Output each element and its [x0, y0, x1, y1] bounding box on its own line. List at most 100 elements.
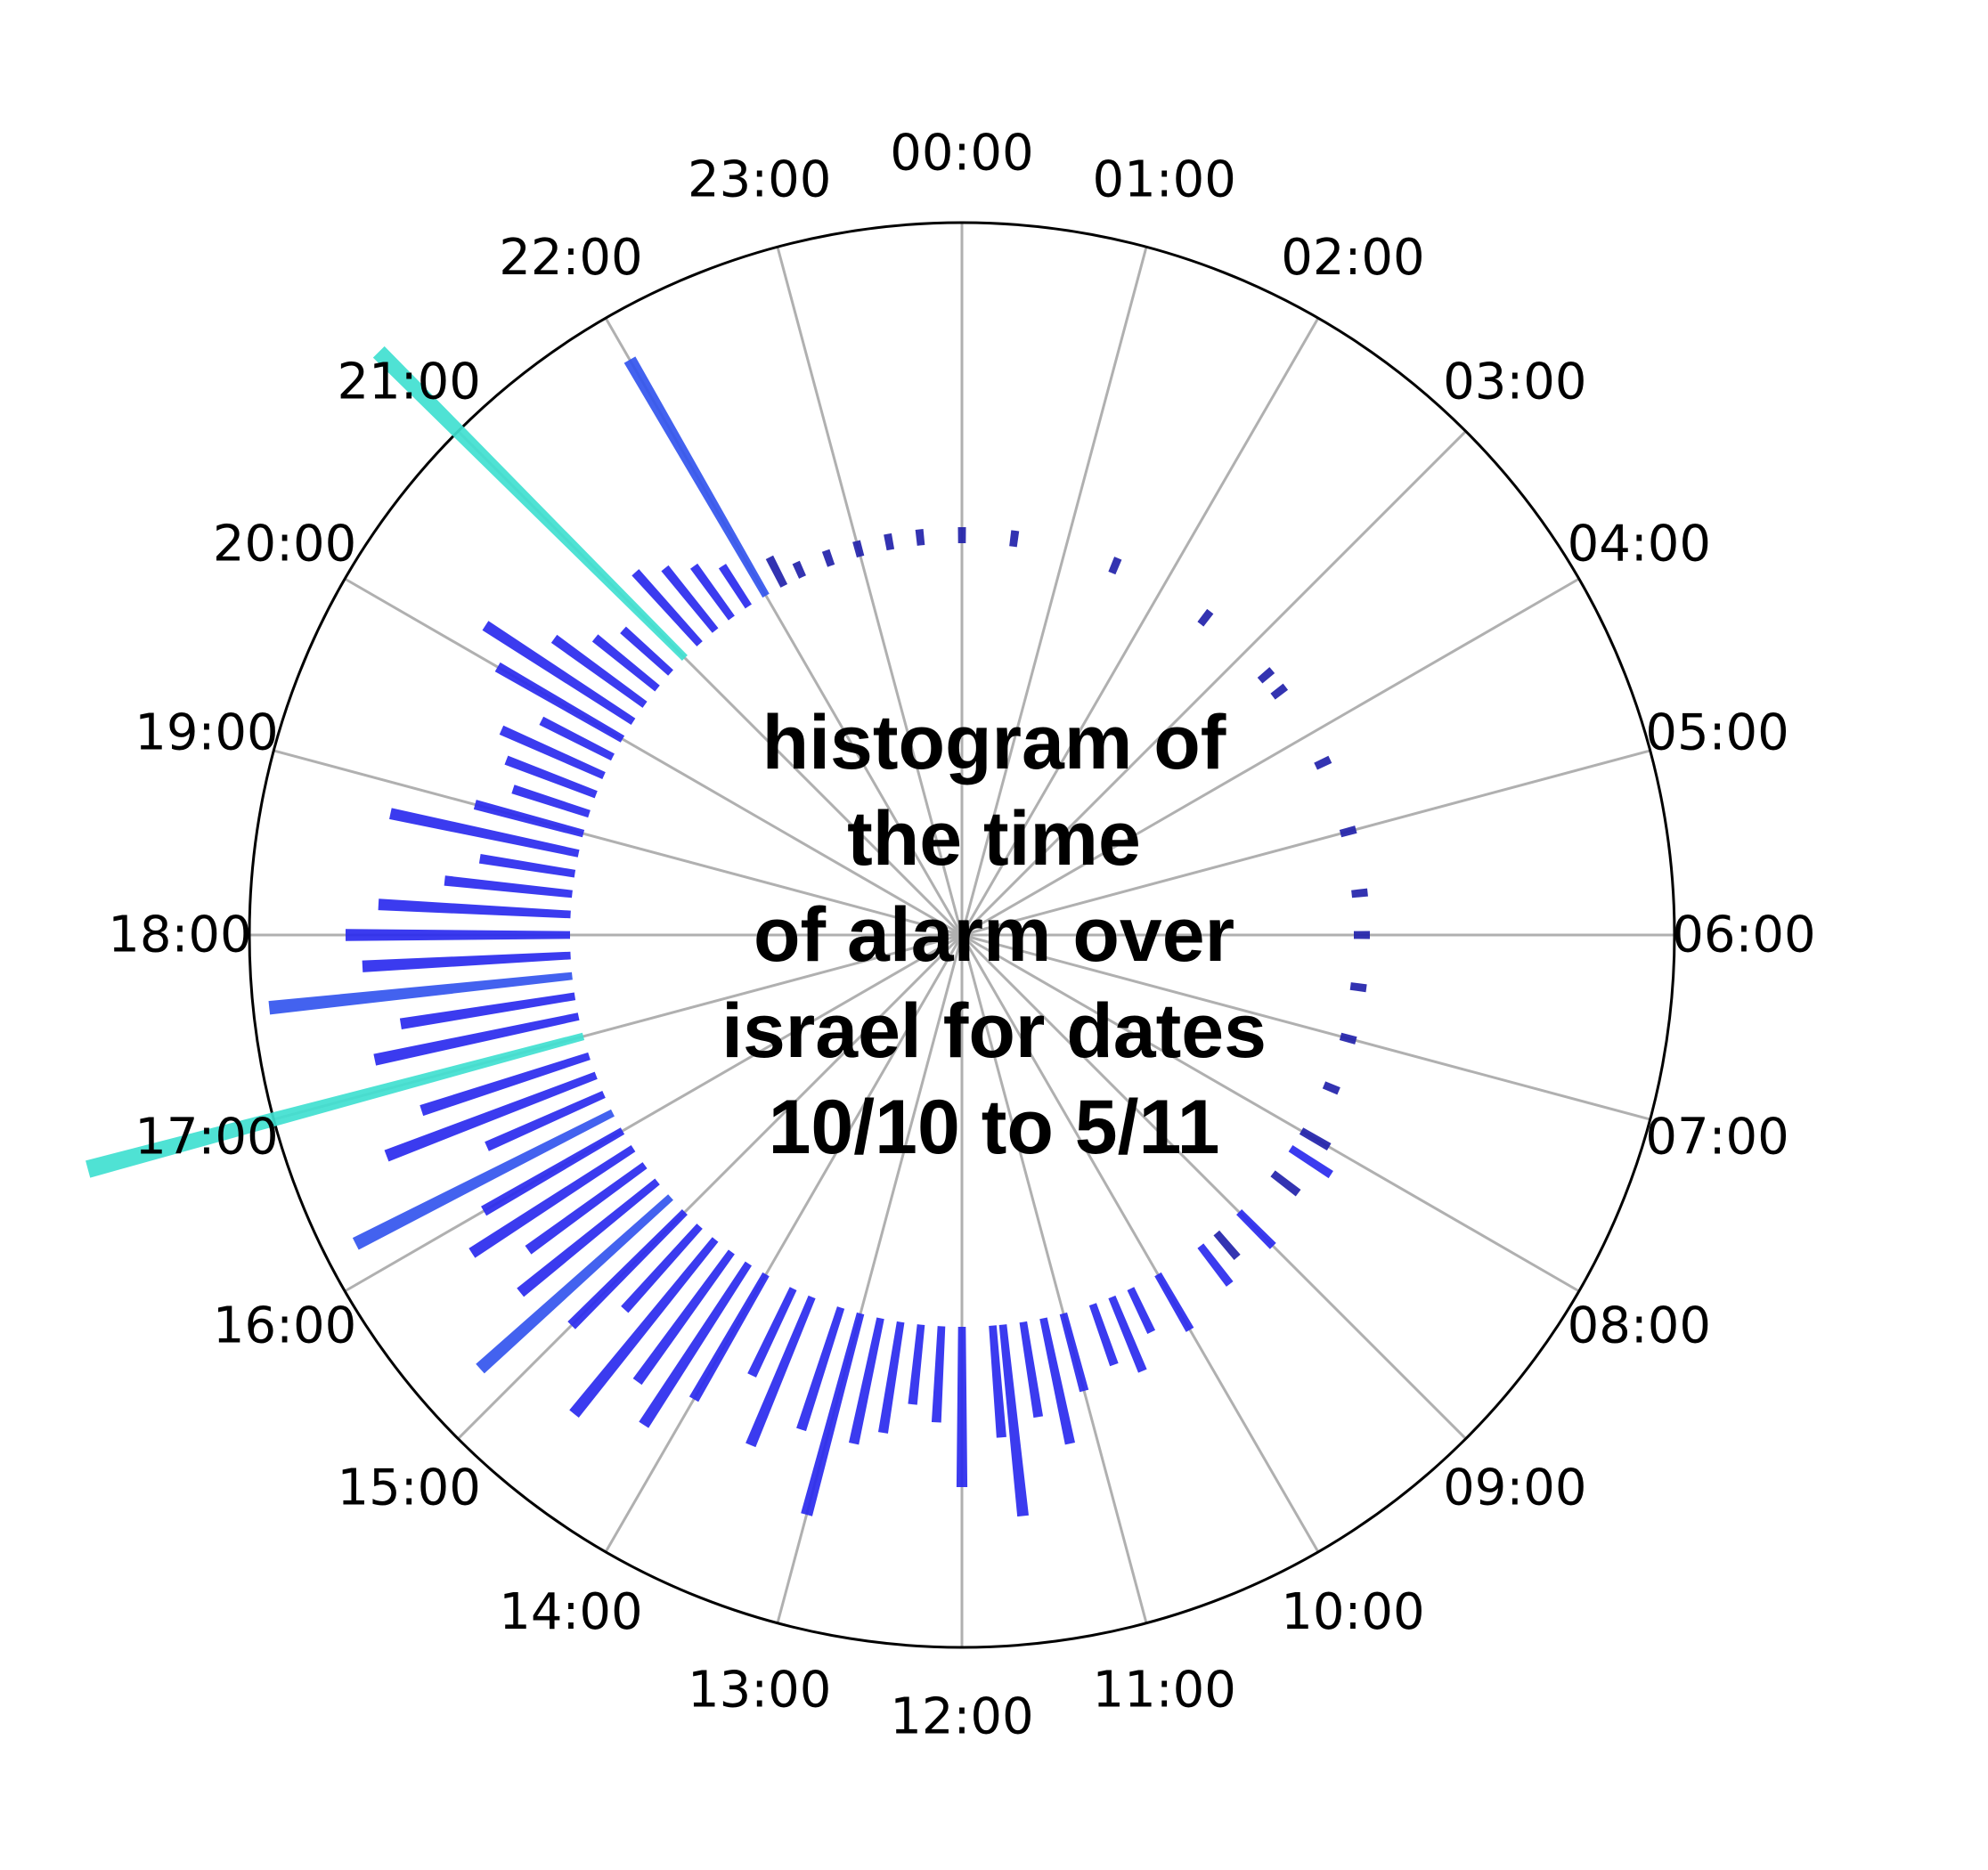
histogram-bar-12	[1322, 1081, 1340, 1095]
gridline-2000	[344, 577, 963, 937]
tick-label-1800: 18:00	[108, 907, 251, 964]
tick-label-1400: 14:00	[499, 1583, 642, 1641]
histogram-bar-20	[1127, 1287, 1156, 1334]
histogram-bar-67	[494, 662, 625, 743]
histogram-bar-78	[765, 555, 788, 588]
histogram-bar-47	[481, 1127, 625, 1216]
histogram-bar-79	[792, 560, 806, 579]
histogram-bars	[86, 346, 1370, 1517]
gridline-0400	[961, 577, 1580, 937]
histogram-bar-17	[1213, 1230, 1241, 1260]
histogram-bar-61	[389, 808, 580, 858]
histogram-bar-81	[852, 540, 865, 558]
gridline-1000	[960, 934, 1320, 1553]
histogram-bar-64	[504, 755, 598, 799]
histogram-bar-66	[539, 716, 615, 761]
histogram-bar-58	[378, 898, 571, 919]
histogram-bar-75	[690, 563, 735, 621]
histogram-bar-25	[1019, 1321, 1044, 1419]
histogram-bar-3	[1197, 608, 1214, 627]
histogram-bar-19	[1154, 1272, 1194, 1332]
histogram-bar-83	[915, 529, 925, 546]
histogram-bar-63	[511, 785, 591, 818]
tick-label-1000: 10:00	[1281, 1583, 1424, 1641]
histogram-bar-29	[931, 1326, 946, 1423]
histogram-bar-69	[550, 634, 648, 708]
histogram-bar-31	[877, 1321, 905, 1434]
histogram-bar-37	[688, 1272, 770, 1402]
tick-label-1600: 16:00	[213, 1297, 356, 1355]
gridline-1400	[604, 934, 964, 1553]
histogram-bar-68	[482, 621, 636, 725]
gridline-0200	[960, 317, 1320, 936]
histogram-bar-72	[372, 346, 688, 661]
histogram-bar-24	[1039, 1317, 1076, 1445]
histogram-bar-2	[1108, 557, 1122, 575]
histogram-bar-13	[1299, 1127, 1332, 1151]
title-line-4: israel for dates	[721, 988, 1267, 1074]
title-line-3: of alarm over	[753, 892, 1235, 978]
histogram-bar-49	[485, 1091, 606, 1151]
histogram-bar-57	[346, 929, 571, 941]
gridline-0700	[961, 933, 1651, 1121]
histogram-bar-35	[746, 1295, 816, 1448]
title-line-2: the time	[847, 796, 1141, 882]
gridline-0100	[960, 246, 1148, 936]
histogram-bar-1	[1009, 530, 1020, 548]
histogram-bar-42	[567, 1209, 688, 1329]
tick-label-2100: 21:00	[337, 354, 480, 411]
gridline-1500	[457, 933, 964, 1440]
tick-label-1200: 12:00	[890, 1688, 1033, 1746]
histogram-bar-10	[1349, 982, 1367, 993]
histogram-bar-15	[1270, 1170, 1301, 1197]
chart-title: histogram of the time of alarm over isra…	[593, 695, 1395, 1175]
histogram-bar-5	[1270, 683, 1289, 700]
tick-label-0100: 01:00	[1093, 150, 1236, 208]
histogram-bar-74	[661, 565, 719, 633]
histogram-bar-52	[86, 1032, 585, 1178]
tick-label-2200: 22:00	[499, 229, 642, 287]
histogram-bar-77	[623, 356, 770, 598]
tick-label-1700: 17:00	[134, 1109, 278, 1167]
tick-label-0300: 03:00	[1443, 354, 1586, 411]
tick-label-0200: 02:00	[1281, 229, 1424, 287]
gridline-0800	[961, 933, 1580, 1293]
histogram-bar-23	[1059, 1312, 1089, 1393]
histogram-bar-7	[1339, 825, 1357, 838]
histogram-bar-26	[998, 1324, 1029, 1517]
tick-label-1300: 13:00	[688, 1662, 831, 1720]
gridline-0300	[960, 430, 1467, 937]
histogram-bar-0	[957, 527, 966, 544]
histogram-bar-18	[1197, 1243, 1234, 1287]
gridline-1100	[960, 934, 1148, 1624]
tick-label-0500: 05:00	[1645, 703, 1788, 761]
tick-label-0400: 04:00	[1568, 516, 1711, 573]
histogram-bar-36	[747, 1287, 797, 1378]
tick-label-2300: 23:00	[688, 150, 831, 208]
histogram-bar-46	[468, 1145, 636, 1258]
histogram-bar-41	[621, 1224, 703, 1313]
histogram-bar-73	[631, 569, 703, 646]
histogram-bar-62	[473, 800, 585, 838]
tick-label-0900: 09:00	[1443, 1459, 1586, 1516]
histogram-bar-32	[848, 1317, 884, 1445]
histogram-bar-40	[569, 1237, 719, 1419]
title-line-1: histogram of	[762, 700, 1226, 785]
histogram-bar-48	[352, 1109, 615, 1250]
histogram-bar-70	[591, 634, 660, 692]
histogram-bar-51	[420, 1052, 591, 1117]
histogram-bar-59	[444, 875, 573, 898]
histogram-bar-53	[373, 1012, 580, 1066]
gridline-0500	[961, 749, 1651, 937]
tick-label-2000: 20:00	[213, 516, 356, 573]
histogram-bar-27	[989, 1325, 1006, 1438]
histogram-bar-21	[1108, 1295, 1147, 1373]
histogram-bar-9	[1353, 931, 1370, 939]
histogram-bar-65	[499, 725, 606, 779]
tick-label-1900: 19:00	[134, 703, 278, 761]
histogram-bar-4	[1257, 667, 1275, 684]
outer-ring	[248, 221, 1676, 1649]
histogram-bar-8	[1351, 888, 1368, 898]
histogram-bar-16	[1236, 1209, 1276, 1249]
